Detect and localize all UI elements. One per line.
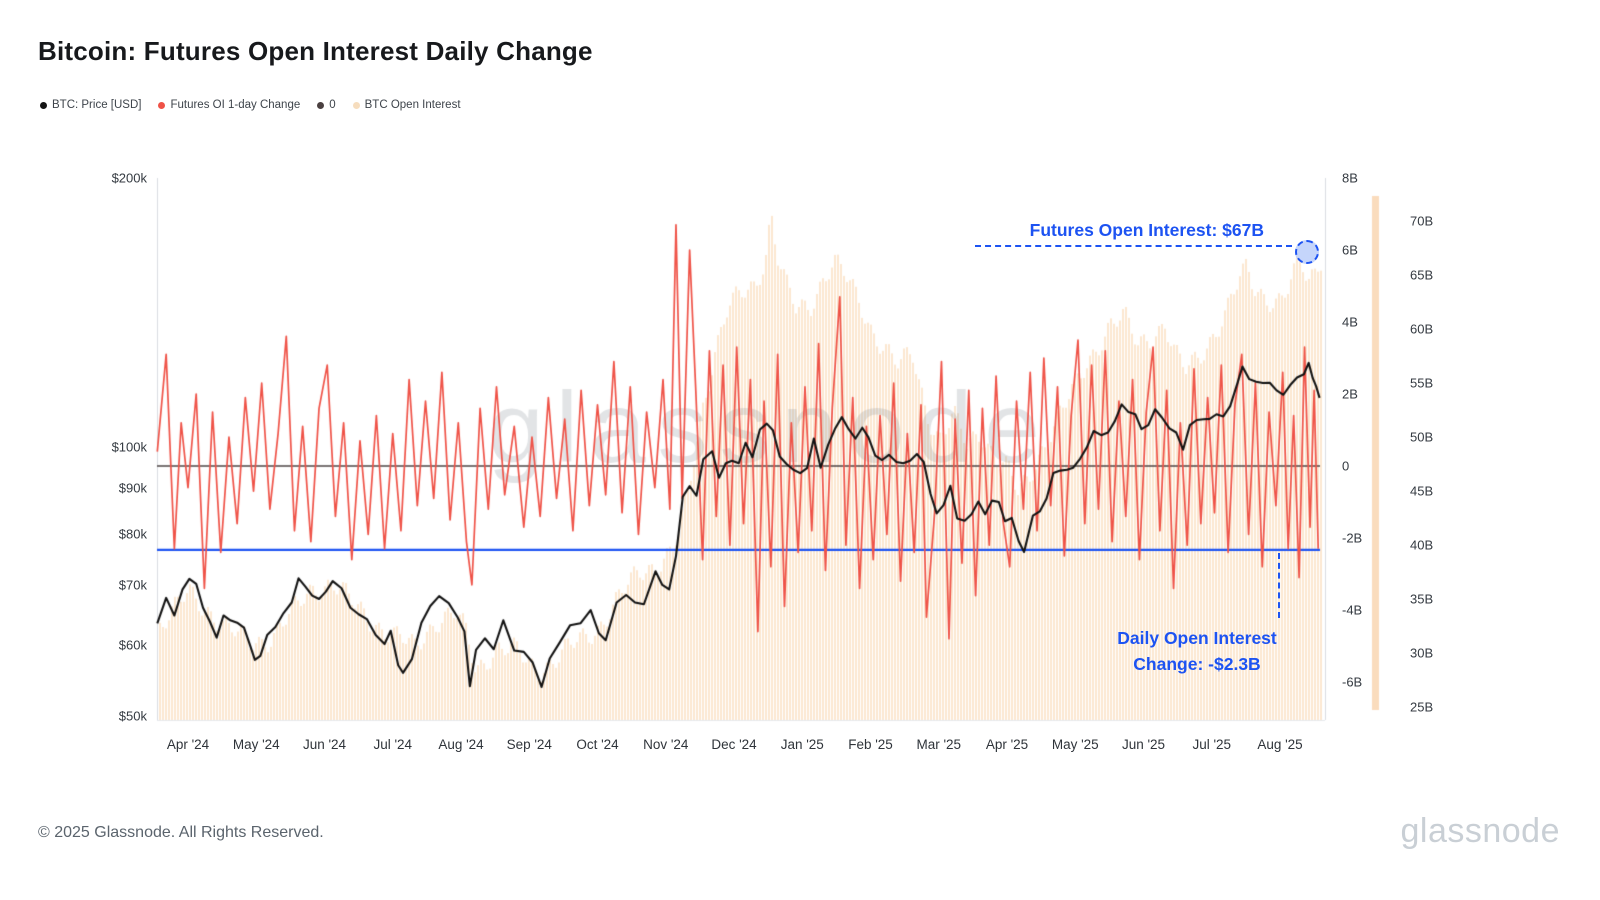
chart-legend: BTC: Price [USD] Futures OI 1-day Change… (40, 99, 461, 111)
x-tick-label: Apr '24 (166, 737, 210, 752)
legend-dot-red (158, 101, 166, 109)
oi-current-value-marker (1295, 240, 1319, 264)
x-tick-label: Mar '25 (916, 737, 962, 752)
change-callout-line2: Change: -$2.3B (1133, 654, 1261, 674)
x-tick-label: Apr '25 (985, 737, 1029, 752)
price-tick-label: $80k (118, 526, 147, 542)
oi-change-tick-label: 8B (1342, 170, 1358, 186)
legend-label: BTC Open Interest (364, 99, 461, 111)
x-tick-label: Sep '24 (506, 737, 552, 752)
x-tick-label: Feb '25 (848, 737, 893, 752)
oi-change-tick-label: -6B (1342, 674, 1363, 690)
x-tick-label: Nov '24 (643, 737, 689, 752)
x-tick-label: Jun '24 (302, 737, 347, 752)
price-tick-label: $100k (111, 439, 147, 455)
change-callout-line1: Daily Open Interest (1117, 628, 1277, 648)
x-tick-label: Jul '24 (373, 737, 413, 752)
x-tick-label: Jan '25 (780, 737, 824, 752)
price-tick-label: $70k (118, 577, 147, 593)
legend-dot-black (40, 101, 47, 109)
open-interest-tick-label: 65B (1410, 267, 1434, 283)
open-interest-tick-label: 40B (1410, 537, 1434, 553)
oi-change-tick-label: 4B (1342, 314, 1358, 330)
legend-label: 0 (329, 99, 336, 111)
legend-dot-gray (317, 101, 325, 109)
price-tick-label: $200k (111, 170, 147, 186)
legend-item-zero[interactable]: 0 (317, 99, 336, 111)
legend-item-btc-price[interactable]: BTC: Price [USD] (40, 99, 141, 111)
change-callout: Daily Open Interest Change: -$2.3B (1047, 625, 1347, 677)
price-tick-label: $50k (118, 708, 147, 724)
legend-label: BTC: Price [USD] (52, 99, 142, 111)
open-interest-tick-label: 30B (1410, 645, 1434, 661)
open-interest-tick-label: 50B (1410, 429, 1434, 445)
x-tick-label: May '25 (1051, 737, 1099, 752)
x-tick-label: May '24 (232, 737, 280, 752)
change-callout-leader-line (1278, 553, 1280, 618)
x-tick-label: Dec '24 (711, 737, 757, 752)
price-tick-label: $90k (118, 480, 147, 496)
open-interest-tick-label: 55B (1410, 375, 1434, 391)
open-interest-tick-label: 45B (1410, 483, 1434, 499)
oi-change-tick-label: 0 (1342, 458, 1350, 474)
open-interest-tick-label: 70B (1410, 213, 1434, 229)
legend-item-open-interest[interactable]: BTC Open Interest (352, 99, 461, 111)
x-tick-label: Aug '24 (438, 737, 484, 752)
x-tick-label: Jul '25 (1192, 737, 1232, 752)
oi-change-tick-label: 2B (1342, 386, 1358, 402)
legend-label: Futures OI 1-day Change (170, 99, 301, 111)
price-tick-label: $60k (118, 637, 147, 653)
oi-change-tick-label: -2B (1342, 530, 1363, 546)
x-tick-label: Jun '25 (1121, 737, 1166, 752)
oi-callout-text: Futures Open Interest: $67B (1029, 220, 1264, 240)
oi-callout-leader-line (975, 245, 1292, 247)
oi-change-tick-label: -4B (1342, 602, 1363, 618)
open-interest-tick-label: 60B (1410, 321, 1434, 337)
open-interest-tick-label: 25B (1410, 699, 1434, 715)
x-tick-label: Oct '24 (576, 737, 619, 752)
glassnode-logo: glassnode (1400, 812, 1560, 850)
x-tick-label: Aug '25 (1257, 737, 1303, 752)
copyright-text: © 2025 Glassnode. All Rights Reserved. (38, 824, 324, 841)
open-interest-tick-label: 35B (1410, 591, 1434, 607)
legend-item-oi-change[interactable]: Futures OI 1-day Change (158, 99, 300, 111)
oi-change-tick-label: 6B (1342, 242, 1358, 258)
legend-dot-peach (352, 101, 360, 109)
